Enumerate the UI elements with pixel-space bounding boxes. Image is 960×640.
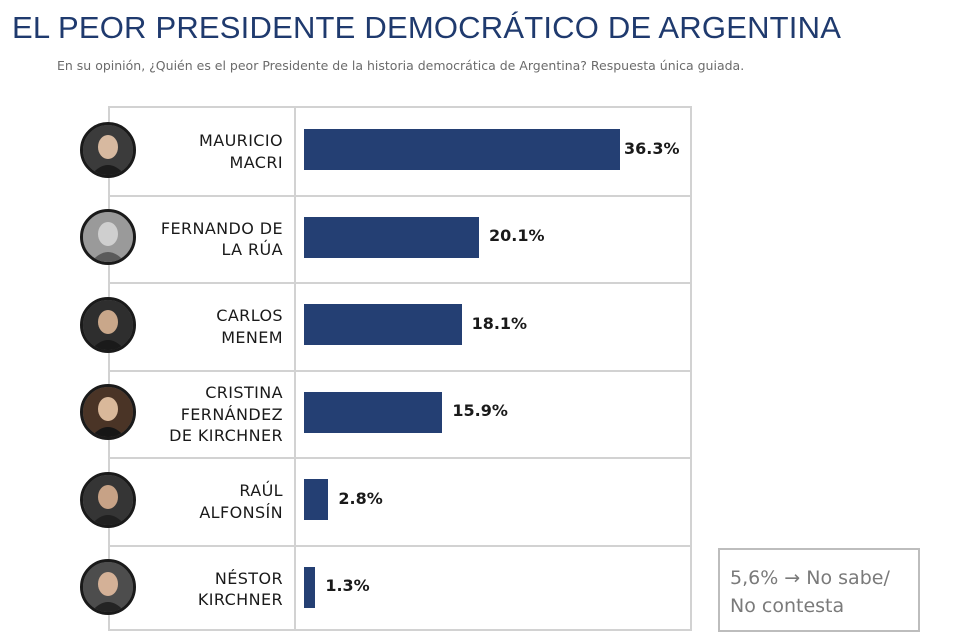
category-label-line: FERNÁNDEZ xyxy=(180,404,283,424)
category-label-line: MENEM xyxy=(221,327,283,347)
column-divider xyxy=(294,108,296,629)
avatar-macri-icon xyxy=(80,121,136,178)
category-label-line: DE KIRCHNER xyxy=(169,426,283,445)
category-label: RAÚL ALFONSÍN xyxy=(103,480,283,523)
bar xyxy=(304,566,316,608)
row-divider xyxy=(110,457,690,459)
bar xyxy=(304,216,479,258)
avatar-de-la-rua-icon xyxy=(80,209,136,266)
no-answer-note: 5,6% → No sabe/ No contesta xyxy=(718,548,920,632)
category-label-line: CRISTINA xyxy=(205,383,283,402)
category-label-line: CARLOS xyxy=(216,306,283,326)
page-title: EL PEOR PRESIDENTE DEMOCRÁTICO DE ARGENT… xyxy=(12,10,842,45)
category-label-line: RAÚL xyxy=(239,481,283,501)
data-label: 15.9% xyxy=(452,401,508,421)
data-label: 18.1% xyxy=(471,313,528,333)
category-label-line: MACRI xyxy=(229,152,283,172)
bar xyxy=(304,304,462,346)
note-line-2: No contesta xyxy=(730,595,845,617)
avatar-cfk-icon xyxy=(80,384,136,441)
category-label: CRISTINA FERNÁNDEZ DE KIRCHNER xyxy=(103,382,283,447)
avatar-alfonsin-icon xyxy=(80,471,136,528)
avatar-nestor-kirchner-icon xyxy=(80,559,136,616)
category-label-line: FERNANDO DE xyxy=(160,218,283,238)
row-divider xyxy=(110,282,690,284)
chart-table xyxy=(108,106,692,631)
note-line-1: 5,6% → No sabe/ xyxy=(730,567,890,589)
data-label: 1.3% xyxy=(325,576,370,596)
row-divider xyxy=(110,194,690,197)
bar xyxy=(304,391,443,433)
category-label-line: NÉSTOR xyxy=(214,568,283,588)
category-label: FERNANDO DE LA RÚA xyxy=(103,218,283,261)
data-label: 20.1% xyxy=(488,226,545,246)
category-label: CARLOS MENEM xyxy=(103,305,283,348)
category-label-line: ALFONSÍN xyxy=(199,502,283,522)
data-label: 36.3% xyxy=(624,138,680,158)
data-label: 2.8% xyxy=(338,488,383,508)
category-label-line: LA RÚA xyxy=(221,240,283,260)
bar xyxy=(304,129,620,171)
category-label-line: MAURICIO xyxy=(199,131,283,151)
bar xyxy=(304,479,329,521)
row-divider xyxy=(110,369,690,372)
category-label: NÉSTOR KIRCHNER xyxy=(103,568,283,611)
page-subtitle: En su opinión, ¿Quién es el peor Preside… xyxy=(57,58,745,73)
category-label: MAURICIO MACRI xyxy=(103,130,283,173)
row-divider xyxy=(110,544,690,547)
avatar-menem-icon xyxy=(80,296,136,353)
category-label-line: KIRCHNER xyxy=(197,590,283,610)
